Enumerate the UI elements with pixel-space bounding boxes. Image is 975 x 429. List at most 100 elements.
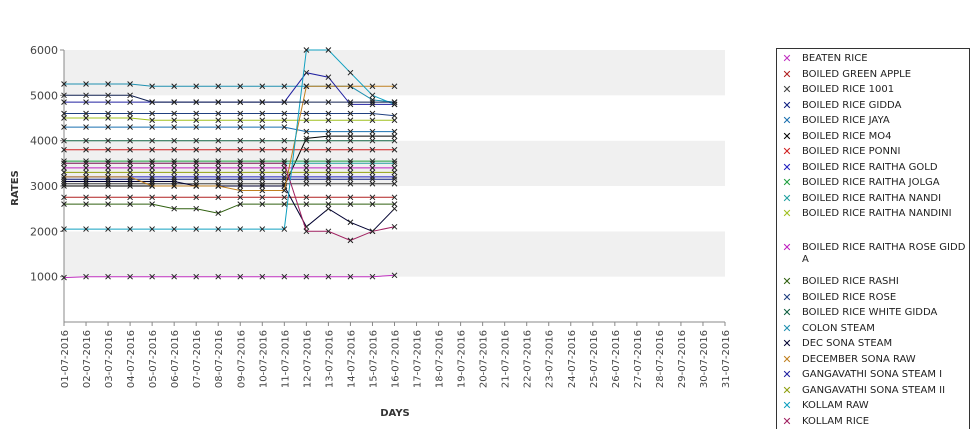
data-point <box>171 83 178 90</box>
data-point <box>149 178 155 185</box>
series <box>61 201 398 217</box>
data-point <box>303 165 310 171</box>
data-point <box>259 99 266 105</box>
data-point <box>215 99 222 105</box>
data-point <box>237 83 244 90</box>
data-point <box>83 160 89 167</box>
data-point <box>325 158 332 164</box>
grid-band <box>64 95 725 141</box>
data-point <box>171 183 178 189</box>
data-point <box>149 174 155 180</box>
data-point <box>281 117 288 124</box>
legend-item: ✕ BOILED RICE RAITHA NANDI <box>781 192 967 205</box>
data-point <box>127 146 133 153</box>
series <box>61 178 398 235</box>
legend-marker-icon: ✕ <box>782 352 792 366</box>
data-point <box>193 226 200 232</box>
data-point <box>325 169 332 176</box>
legend-label: BOILED RICE GIDDA <box>802 99 902 111</box>
data-point <box>105 174 111 180</box>
legend-label: BOILED RICE RAITHA GOLD <box>802 161 938 173</box>
data-point <box>259 117 266 124</box>
data-point <box>61 146 67 153</box>
data-point <box>369 169 376 176</box>
y-tick-label: 4000 <box>30 135 58 148</box>
legend-marker-icon: ✕ <box>782 98 792 112</box>
legend-item: ✕ BOILED RICE RAITHA ROSE GIDDA <box>781 242 967 266</box>
data-point <box>303 135 310 142</box>
data-point <box>193 124 200 130</box>
legend-marker-icon: ✕ <box>782 207 792 220</box>
data-point <box>347 158 354 164</box>
data-point <box>61 183 67 189</box>
data-point <box>391 272 398 279</box>
data-point <box>61 99 67 105</box>
data-point <box>83 146 89 153</box>
legend-item: ✕ BOILED RICE RAITHA GOLD <box>781 161 967 174</box>
data-point <box>215 160 222 167</box>
x-tick-label: 21-07-2016 <box>501 330 512 388</box>
data-point <box>325 133 332 139</box>
data-point <box>105 183 111 189</box>
data-point <box>61 194 67 201</box>
x-tick-label: 19-07-2016 <box>457 330 468 388</box>
legend-item: ✕ BOILED RICE PONNI <box>781 146 967 158</box>
data-point <box>193 174 200 180</box>
legend-item: ✕ KOLLAM RAW <box>781 400 967 412</box>
data-point <box>171 160 178 167</box>
legend-label: BEATEN RICE <box>802 53 868 64</box>
data-point <box>237 180 244 187</box>
data-point <box>171 194 178 201</box>
x-tick-label: 16-07-2016 <box>391 330 402 388</box>
data-point <box>303 117 310 124</box>
series <box>61 83 398 194</box>
data-point <box>127 137 133 144</box>
legend-item: ✕ KOLLAM RICE <box>781 415 967 428</box>
x-tick-label: 22-07-2016 <box>523 330 534 388</box>
data-point <box>369 273 376 280</box>
legend-label: BOILED RICE RAITHA NANDI <box>802 192 942 204</box>
data-point <box>105 115 111 121</box>
data-point <box>369 194 376 201</box>
x-tick-label: 20-07-2016 <box>479 330 490 388</box>
data-point <box>237 99 244 105</box>
legend-marker-icon: ✕ <box>782 399 792 412</box>
data-point <box>61 115 67 121</box>
data-point <box>83 176 89 183</box>
data-point <box>61 110 67 117</box>
data-point <box>105 124 111 130</box>
legend-label: KOLLAM RICE <box>802 415 870 427</box>
legend-item: ✕ BOILED RICE WHITE GIDDA <box>781 307 967 319</box>
data-point <box>215 180 222 187</box>
data-point <box>149 110 155 117</box>
data-point <box>325 128 332 135</box>
data-point <box>105 160 111 167</box>
data-point <box>347 83 354 90</box>
data-point <box>281 194 288 201</box>
data-point <box>61 137 67 144</box>
legend-label: BOILED RICE PONNI <box>802 146 901 157</box>
data-point <box>281 273 288 280</box>
series-line <box>64 117 395 121</box>
data-point <box>61 174 67 180</box>
data-point <box>237 194 244 201</box>
data-point <box>369 101 376 108</box>
x-tick-label: 02-07-2016 <box>82 330 93 388</box>
legend-label: BOILED RICE WHITE GIDDA <box>802 307 938 318</box>
series-line <box>64 162 395 241</box>
data-point <box>237 124 244 130</box>
data-point <box>105 273 111 280</box>
legend-label: COLON STEAM <box>802 322 875 334</box>
x-tick-label: 11-07-2016 <box>280 330 291 388</box>
legend-marker-icon: ✕ <box>782 321 792 335</box>
data-point <box>193 99 200 105</box>
data-point <box>347 128 354 135</box>
data-point <box>83 178 89 185</box>
data-point <box>325 176 332 183</box>
data-point <box>281 124 288 130</box>
legend-label: BOILED RICE JAYA <box>802 115 890 126</box>
data-point <box>325 180 332 187</box>
data-point <box>237 176 244 183</box>
legend-item: ✕ COLON STEAM <box>781 321 967 335</box>
data-point <box>369 83 376 90</box>
